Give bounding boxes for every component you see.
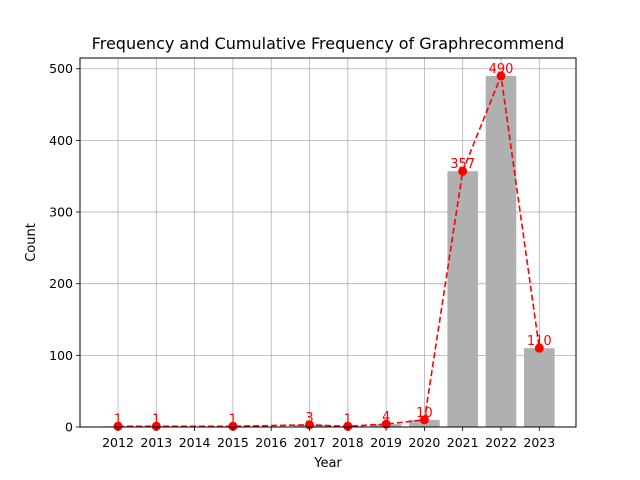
y-axis-ticks: 0 100 200 300 400 500 — [49, 61, 80, 435]
data-labels: 1 1 1 3 1 4 10 357 490 110 — [114, 62, 552, 427]
bar — [524, 348, 555, 427]
y-tick-label: 300 — [49, 205, 73, 220]
line-marker — [113, 421, 123, 431]
x-tick-label: 2013 — [140, 435, 172, 450]
x-tick-label: 2017 — [294, 435, 326, 450]
line-marker — [381, 419, 391, 429]
data-label: 110 — [527, 334, 552, 349]
line-marker — [419, 415, 429, 425]
cumulative-line-path — [118, 72, 541, 428]
data-label: 357 — [450, 157, 475, 172]
data-label: 4 — [382, 410, 390, 425]
bar — [447, 171, 478, 427]
x-tick-label: 2023 — [523, 435, 555, 450]
data-label: 3 — [305, 411, 313, 426]
line-marker — [496, 71, 506, 81]
line-marker — [151, 421, 161, 431]
bars — [102, 75, 555, 427]
x-tick-label: 2012 — [102, 435, 134, 450]
data-label: 1 — [152, 412, 160, 427]
x-axis-label: Year — [313, 456, 342, 471]
line-marker — [343, 421, 353, 431]
x-axis-ticks: 2012 2013 2014 2015 2016 2017 2018 2019 2020 2021… — [102, 427, 555, 450]
x-tick-label: 2015 — [217, 435, 249, 450]
y-tick-label: 0 — [65, 420, 73, 435]
x-tick-label: 2020 — [408, 435, 440, 450]
data-label: 1 — [344, 412, 352, 427]
data-label: 10 — [416, 406, 433, 421]
line-marker — [228, 421, 238, 431]
line-marker — [458, 166, 468, 176]
x-tick-label: 2018 — [332, 435, 364, 450]
chart-title: Frequency and Cumulative Frequency of Gr… — [92, 34, 565, 53]
data-label: 1 — [229, 412, 237, 427]
y-tick-label: 200 — [49, 276, 73, 291]
y-axis-label: Count — [24, 223, 39, 262]
x-tick-label: 2022 — [485, 435, 517, 450]
x-tick-label: 2016 — [255, 435, 287, 450]
y-tick-label: 500 — [49, 61, 73, 76]
data-label: 1 — [114, 412, 122, 427]
cumulative-line — [113, 71, 544, 431]
bar — [485, 75, 517, 427]
y-tick-label: 100 — [49, 348, 73, 363]
plot-frame — [79, 57, 577, 428]
data-label: 490 — [489, 62, 514, 77]
x-tick-label: 2019 — [370, 435, 402, 450]
y-tick-label: 400 — [49, 133, 73, 148]
x-tick-label: 2014 — [179, 435, 211, 450]
line-marker — [534, 343, 544, 353]
x-tick-label: 2021 — [447, 435, 479, 450]
